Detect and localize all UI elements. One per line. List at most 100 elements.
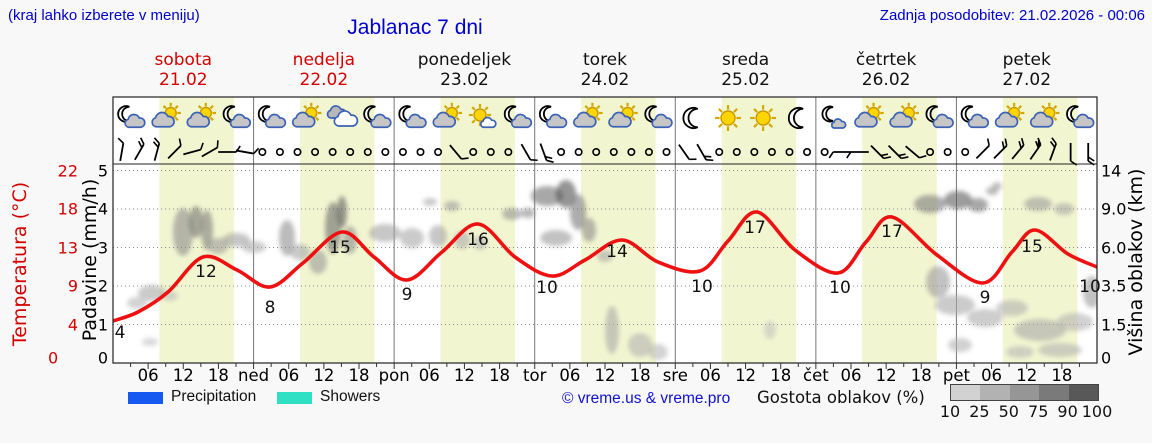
temperature-value-label: 8 bbox=[264, 298, 276, 318]
calm-wind-icon bbox=[767, 148, 776, 157]
calm-wind-icon bbox=[609, 148, 618, 157]
calm-wind-icon bbox=[328, 148, 337, 157]
temperature-value-label: 14 bbox=[606, 242, 628, 262]
temperature-value-label: 10 bbox=[536, 278, 558, 298]
sun-cloud-icon bbox=[573, 102, 603, 128]
day-name-nedelja: nedelja bbox=[292, 50, 356, 70]
sun-cloud-icon bbox=[854, 102, 884, 128]
day-date: 22.02 bbox=[299, 70, 349, 90]
time-label: 18 bbox=[207, 366, 229, 385]
time-label: 18 bbox=[348, 366, 370, 385]
time-label: 12 bbox=[172, 366, 194, 385]
precipitation-tick: 3 bbox=[97, 238, 108, 257]
temperature-value-label: 15 bbox=[329, 238, 351, 258]
time-label: 18 bbox=[770, 366, 792, 385]
temperature-tick: 22 bbox=[57, 161, 78, 180]
moon-cloud-icon bbox=[644, 105, 673, 129]
temperature-value-label: 9 bbox=[979, 288, 991, 308]
wind-barb-icon bbox=[449, 144, 469, 160]
wind-barb-icon bbox=[539, 143, 554, 163]
day-abbrev: tor bbox=[523, 366, 547, 385]
calm-wind-icon bbox=[504, 148, 513, 157]
day-abbrev: sre bbox=[662, 366, 688, 385]
moon-cloud-icon bbox=[1066, 105, 1095, 129]
precipitation-tick: 2 bbox=[97, 276, 108, 296]
page-title: Jablanac 7 dni bbox=[347, 16, 483, 39]
temperature-tick: 4 bbox=[67, 315, 78, 334]
moon-icon bbox=[682, 107, 699, 129]
wind-barb-icon bbox=[887, 144, 909, 160]
temperature-value-label: 9 bbox=[401, 285, 413, 305]
calm-wind-icon bbox=[275, 148, 284, 157]
wind-barb-icon bbox=[905, 145, 927, 159]
wind-barb-icon bbox=[1029, 137, 1042, 160]
sun-icon bbox=[715, 105, 741, 131]
sun-cloud-icon bbox=[291, 102, 322, 128]
day-date: 27.02 bbox=[1002, 70, 1052, 90]
cloud-height-tick: 0 bbox=[1101, 348, 1112, 368]
calm-wind-icon bbox=[574, 148, 583, 157]
temperature-value-label: 17 bbox=[881, 222, 903, 242]
temperature-value-label: 16 bbox=[467, 230, 489, 250]
cloud-height-tick: 9.0 bbox=[1101, 199, 1127, 219]
wind-barb-icon bbox=[1049, 137, 1057, 161]
moon-cloud-icon bbox=[960, 105, 990, 129]
moon-cloud-icon bbox=[503, 105, 533, 129]
precipitation-tick: 5 bbox=[97, 161, 108, 180]
calm-wind-icon bbox=[398, 148, 407, 157]
sun-cloud-icon bbox=[186, 102, 217, 128]
time-label: 18 bbox=[1051, 366, 1073, 385]
time-label: 06 bbox=[840, 366, 862, 385]
cloud-height-axis-label: Višina oblakov (km) bbox=[1125, 168, 1147, 356]
day-date: 21.02 bbox=[158, 70, 208, 90]
cloud-height-tick: 1.5 bbox=[1101, 315, 1127, 334]
temperature-axis-label: Temperatura (°C) bbox=[9, 181, 31, 347]
sun-small-cloud-icon bbox=[468, 103, 497, 129]
wind-barb-icon bbox=[846, 151, 869, 159]
clouds-icon bbox=[326, 105, 359, 127]
temperature-value-label: 17 bbox=[744, 218, 766, 238]
calm-wind-icon bbox=[926, 148, 935, 157]
cloud-height-tick: 6.0 bbox=[1101, 238, 1127, 257]
calm-wind-icon bbox=[943, 148, 952, 157]
time-label: 06 bbox=[699, 366, 721, 385]
temperature-tick: 9 bbox=[67, 276, 78, 296]
wind-barb-icon bbox=[678, 144, 697, 161]
temperature-tick: 13 bbox=[57, 238, 78, 257]
time-label: 06 bbox=[137, 366, 159, 385]
day-date: 25.02 bbox=[721, 70, 770, 90]
calm-wind-icon bbox=[785, 148, 794, 157]
day-name-sreda: sreda bbox=[721, 50, 770, 70]
calm-wind-icon bbox=[592, 148, 601, 157]
calm-wind-icon bbox=[557, 148, 566, 157]
wind-barb-icon bbox=[520, 143, 538, 162]
wind-barb-icon bbox=[870, 144, 891, 160]
daylight-band bbox=[721, 97, 797, 363]
temperature-tick: 18 bbox=[57, 199, 78, 219]
wind-barb-icon bbox=[183, 142, 204, 156]
moon-icon bbox=[787, 107, 804, 129]
cloud-height-tick: 3.5 bbox=[1101, 276, 1127, 296]
moon-cloud-icon bbox=[538, 105, 568, 129]
sun-cloud-icon bbox=[151, 102, 181, 128]
calm-wind-icon bbox=[644, 148, 653, 157]
moon-cloud-icon bbox=[222, 105, 252, 129]
calm-wind-icon bbox=[750, 148, 759, 157]
time-label: 12 bbox=[1016, 366, 1038, 385]
time-label: 06 bbox=[278, 366, 300, 385]
calm-wind-icon bbox=[732, 148, 741, 157]
day-name-sobota: sobota bbox=[154, 50, 213, 70]
time-label: 18 bbox=[629, 366, 651, 385]
calm-wind-icon bbox=[820, 148, 829, 157]
calm-wind-icon bbox=[311, 148, 320, 157]
day-name-torek: torek bbox=[583, 50, 627, 70]
calm-wind-icon bbox=[258, 148, 267, 157]
wind-barb-icon bbox=[1087, 143, 1095, 166]
time-label: 06 bbox=[418, 366, 440, 385]
precipitation-tick: 1 bbox=[97, 315, 108, 334]
day-abbrev: ned bbox=[238, 366, 270, 385]
calm-wind-icon bbox=[434, 148, 443, 157]
calm-wind-icon bbox=[363, 148, 372, 157]
wind-barb-icon bbox=[828, 151, 852, 159]
